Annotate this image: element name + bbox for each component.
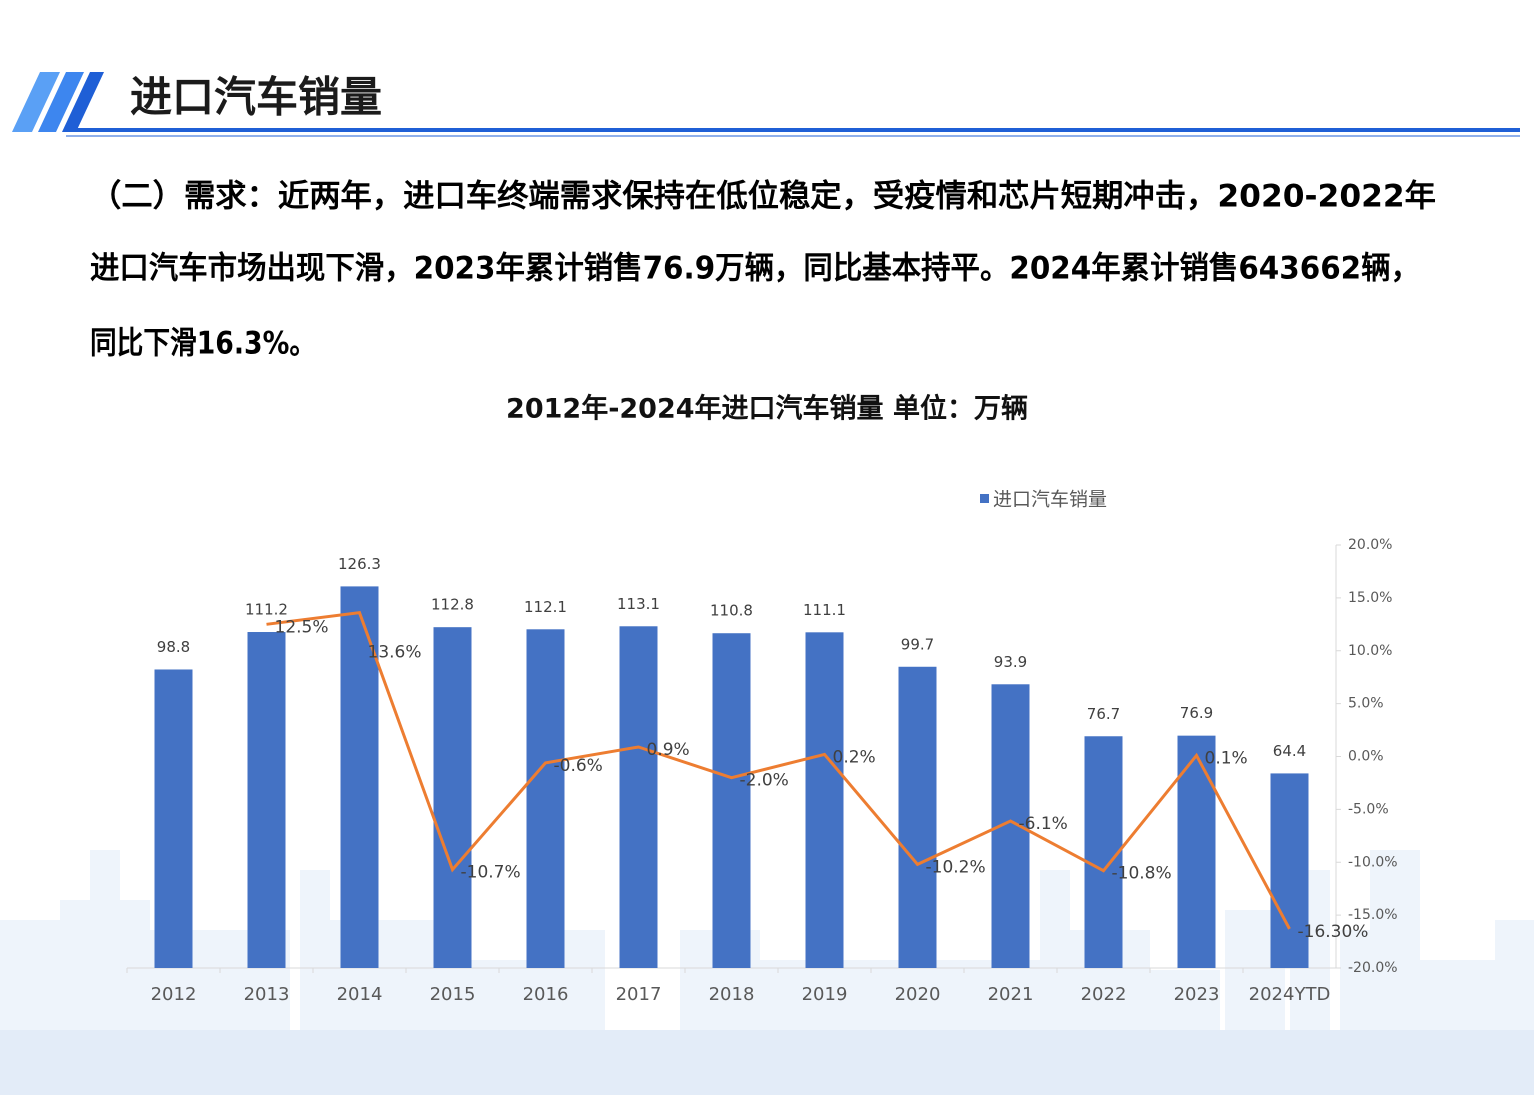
line-value-label: -16.30%: [1298, 922, 1369, 942]
x-tick-label: 2024YTD: [1249, 984, 1331, 1005]
bar: [433, 627, 472, 968]
bar: [898, 666, 937, 968]
line-value-label: 0.9%: [647, 740, 690, 760]
bar: [805, 632, 844, 968]
bar: [1084, 736, 1123, 968]
y2-tick-label: 20.0%: [1348, 537, 1392, 553]
x-tick-label: 2017: [616, 984, 662, 1005]
y2-tick-label: -10.0%: [1348, 854, 1398, 870]
line-value-label: 0.1%: [1205, 748, 1248, 768]
line-value-label: 0.2%: [833, 747, 876, 767]
x-tick-label: 2020: [895, 984, 941, 1005]
x-tick-label: 2012: [151, 984, 197, 1005]
paragraph-line: 进口汽车市场出现下滑，2023年累计销售76.9万辆，同比基本持平。2024年累…: [90, 251, 1420, 287]
legend-swatch: [980, 494, 989, 503]
y2-tick-label: 0.0%: [1348, 749, 1384, 765]
bar-value-label: 64.4: [1273, 742, 1306, 760]
y2-tick-label: -15.0%: [1348, 907, 1398, 923]
bar-value-label: 111.2: [245, 601, 288, 619]
line-value-label: -0.6%: [554, 756, 603, 776]
line-value-label: 13.6%: [368, 643, 422, 663]
bar: [526, 629, 565, 968]
x-tick-label: 2022: [1081, 984, 1127, 1005]
paragraph-line: （二）需求：近两年，进口车终端需求保持在低位稳定，受疫情和芯片短期冲击，2020…: [90, 179, 1436, 215]
x-tick-label: 2016: [523, 984, 569, 1005]
bar: [619, 626, 658, 968]
bar: [1270, 773, 1309, 968]
y2-tick-label: -20.0%: [1348, 960, 1398, 976]
line-value-label: -10.8%: [1112, 864, 1172, 884]
chart-title: 2012年-2024年进口汽车销量 单位：万辆: [506, 393, 1028, 425]
x-tick-label: 2021: [988, 984, 1034, 1005]
x-tick-label: 2023: [1174, 984, 1220, 1005]
line-value-label: 12.5%: [275, 617, 329, 637]
bar: [247, 632, 286, 968]
bar-value-label: 93.9: [994, 653, 1027, 671]
bar-value-label: 112.1: [524, 598, 567, 616]
y2-tick-label: 15.0%: [1348, 590, 1392, 606]
header-stripes: [12, 72, 104, 132]
bar-value-label: 110.8: [710, 602, 753, 620]
bar-value-label: 126.3: [338, 555, 381, 573]
line-value-label: -10.2%: [926, 857, 986, 877]
line-value-label: -10.7%: [461, 863, 521, 883]
y2-tick-label: 10.0%: [1348, 643, 1392, 659]
bar-value-label: 99.7: [901, 635, 934, 653]
bar-value-label: 111.1: [803, 601, 846, 619]
bar: [154, 669, 193, 968]
bar-value-label: 76.7: [1087, 705, 1120, 723]
legend-label: 进口汽车销量: [993, 489, 1107, 511]
line-value-label: -2.0%: [740, 771, 789, 791]
bar-value-label: 112.8: [431, 596, 474, 614]
x-tick-label: 2015: [430, 984, 476, 1005]
x-tick-label: 2014: [337, 984, 383, 1005]
bar-value-label: 113.1: [617, 595, 660, 613]
bar-value-label: 76.9: [1180, 704, 1213, 722]
page-title: 进口汽车销量: [130, 73, 382, 122]
bar: [712, 633, 751, 968]
paragraph-line: 同比下滑16.3%。: [90, 326, 316, 362]
y2-tick-label: -5.0%: [1348, 801, 1389, 817]
x-tick-label: 2019: [802, 984, 848, 1005]
line-series: [266, 611, 1291, 930]
bar-value-label: 98.8: [157, 638, 190, 656]
y2-tick-label: 5.0%: [1348, 696, 1384, 712]
bar: [1177, 735, 1216, 968]
x-tick-label: 2013: [244, 984, 290, 1005]
line-value-label: -6.1%: [1019, 814, 1068, 834]
x-tick-label: 2018: [709, 984, 755, 1005]
